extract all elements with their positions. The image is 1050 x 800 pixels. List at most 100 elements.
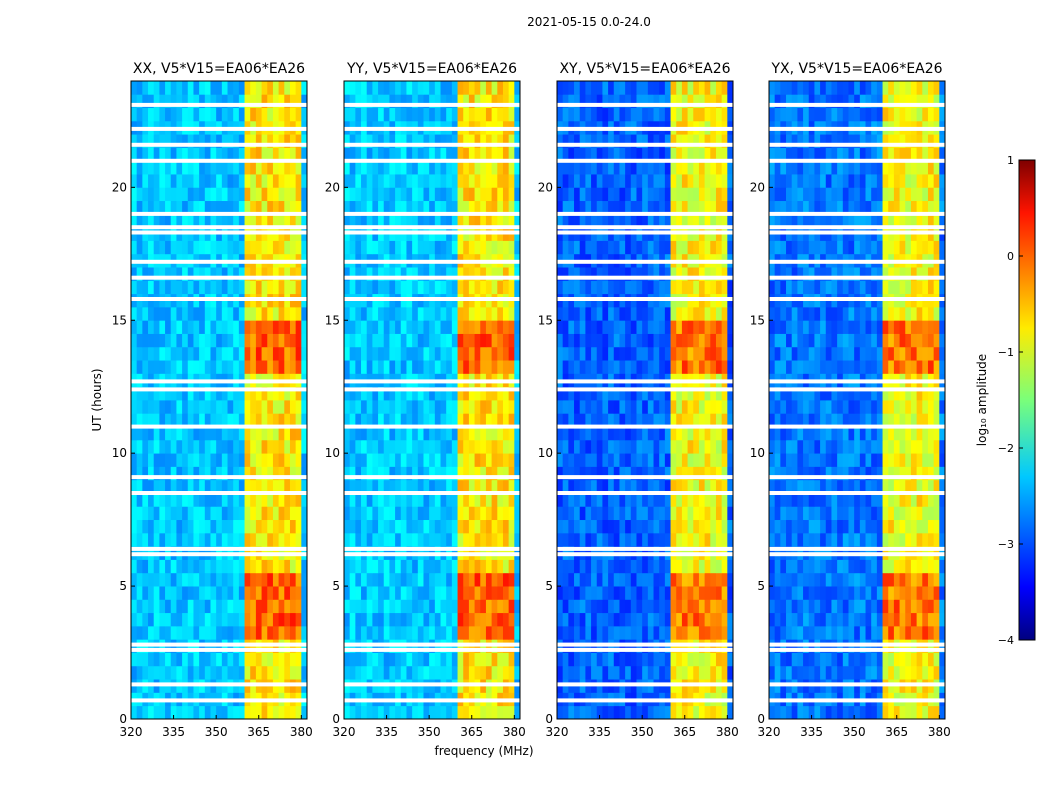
heatmap-cell [136,267,143,281]
heatmap-cell [267,586,274,600]
flagged-row [344,275,520,280]
heatmap-cell [395,200,402,215]
heatmap-cell [267,174,274,188]
heatmap-cell [653,386,660,401]
heatmap-cell [250,572,257,587]
heatmap-cell [710,665,717,680]
heatmap-cell [159,612,166,627]
heatmap-cell [927,586,935,600]
heatmap-cell [497,705,504,720]
heatmap-cell [221,572,228,587]
heatmap-cell [780,665,787,680]
heatmap-cell [681,400,688,414]
heatmap-cell [625,147,632,162]
heatmap-cell [585,134,592,148]
heatmap-cell [406,413,413,427]
heatmap-cell [383,665,390,680]
heatmap-cell [429,107,436,122]
heatmap-cell [131,506,138,521]
heatmap-cell [876,612,883,627]
heatmap-cell [355,519,362,534]
heatmap-cell [446,453,453,467]
heatmap-cell [670,519,677,534]
heatmap-cell [630,240,637,255]
heatmap-cell [485,187,493,202]
heatmap-cell [463,187,470,202]
heatmap-cell [687,187,694,202]
heatmap-cell [199,346,206,361]
heatmap-cell [491,586,498,600]
heatmap-cell [619,94,626,108]
heatmap-cell [284,267,291,281]
heatmap-cell [221,174,228,188]
heatmap-cell [227,346,234,361]
heatmap-cell [153,493,160,507]
heatmap-cell [289,346,297,361]
heatmap-cell [899,612,906,627]
heatmap-cell [366,147,373,162]
heatmap-cell [153,320,160,334]
heatmap-cell [412,386,419,401]
heatmap-cell [349,187,356,202]
heatmap-cell [659,320,666,334]
heatmap-cell [480,652,487,667]
heatmap-cell [210,559,217,574]
heatmap-cell [451,333,458,348]
heatmap-cell [585,200,592,215]
heatmap-cell [372,493,379,507]
heatmap-cells [769,81,946,720]
heatmap-cell [227,160,234,175]
heatmap-cell [502,439,510,454]
heatmap-cell [429,400,436,414]
heatmap-cell [451,160,458,175]
heatmap-cell [933,625,940,640]
heatmap-cell [400,493,407,507]
heatmap-cell [366,213,373,228]
heatmap-cell [468,506,475,521]
heatmap-cell [808,559,815,574]
heatmap-cell [579,333,586,348]
heatmap-cell [814,625,821,640]
heatmap-cell [676,466,683,481]
heatmap-cell [508,519,515,534]
heatmap-cell [176,612,183,627]
heatmap-cell [608,360,615,374]
heatmap-cell [446,705,453,720]
heatmap-cell [423,360,430,374]
heatmap-cell [670,267,677,281]
heatmap-cell [187,705,194,720]
heatmap-cell [176,333,183,348]
heatmap-cell [284,586,291,600]
heatmap-cell [182,320,189,334]
heatmap-cell [221,107,228,122]
heatmap-cell [619,599,626,614]
heatmap-cell [608,81,615,95]
heatmap-cell [423,479,430,494]
heatmap-cell [440,320,447,334]
heatmap-cell [769,612,776,627]
heatmap-cell [423,426,430,441]
heatmap-cell [170,665,177,680]
heatmap-cell [255,280,262,295]
heatmap-cell [562,559,569,574]
heatmap-cell [715,306,723,321]
heatmap-cell [284,346,291,361]
heatmap-cell [497,439,504,454]
heatmap-cell [176,466,183,481]
heatmap-cell [187,306,194,321]
heatmap-cell [636,612,643,627]
heatmap-cell [238,559,245,574]
heatmap-cell [480,320,487,334]
heatmap-cell [596,213,603,228]
heatmap-cell [653,413,660,427]
heatmap-cell [148,413,155,427]
heatmap-cell [227,386,234,401]
heatmap-cell [579,94,586,108]
heatmap-cell [491,134,498,148]
heatmap-cell [676,532,683,547]
heatmap-cell [769,586,776,600]
heatmap-cell [568,213,575,228]
heatmap-cell [608,625,615,640]
heatmap-cell [295,705,302,720]
heatmap-cell [131,612,138,627]
